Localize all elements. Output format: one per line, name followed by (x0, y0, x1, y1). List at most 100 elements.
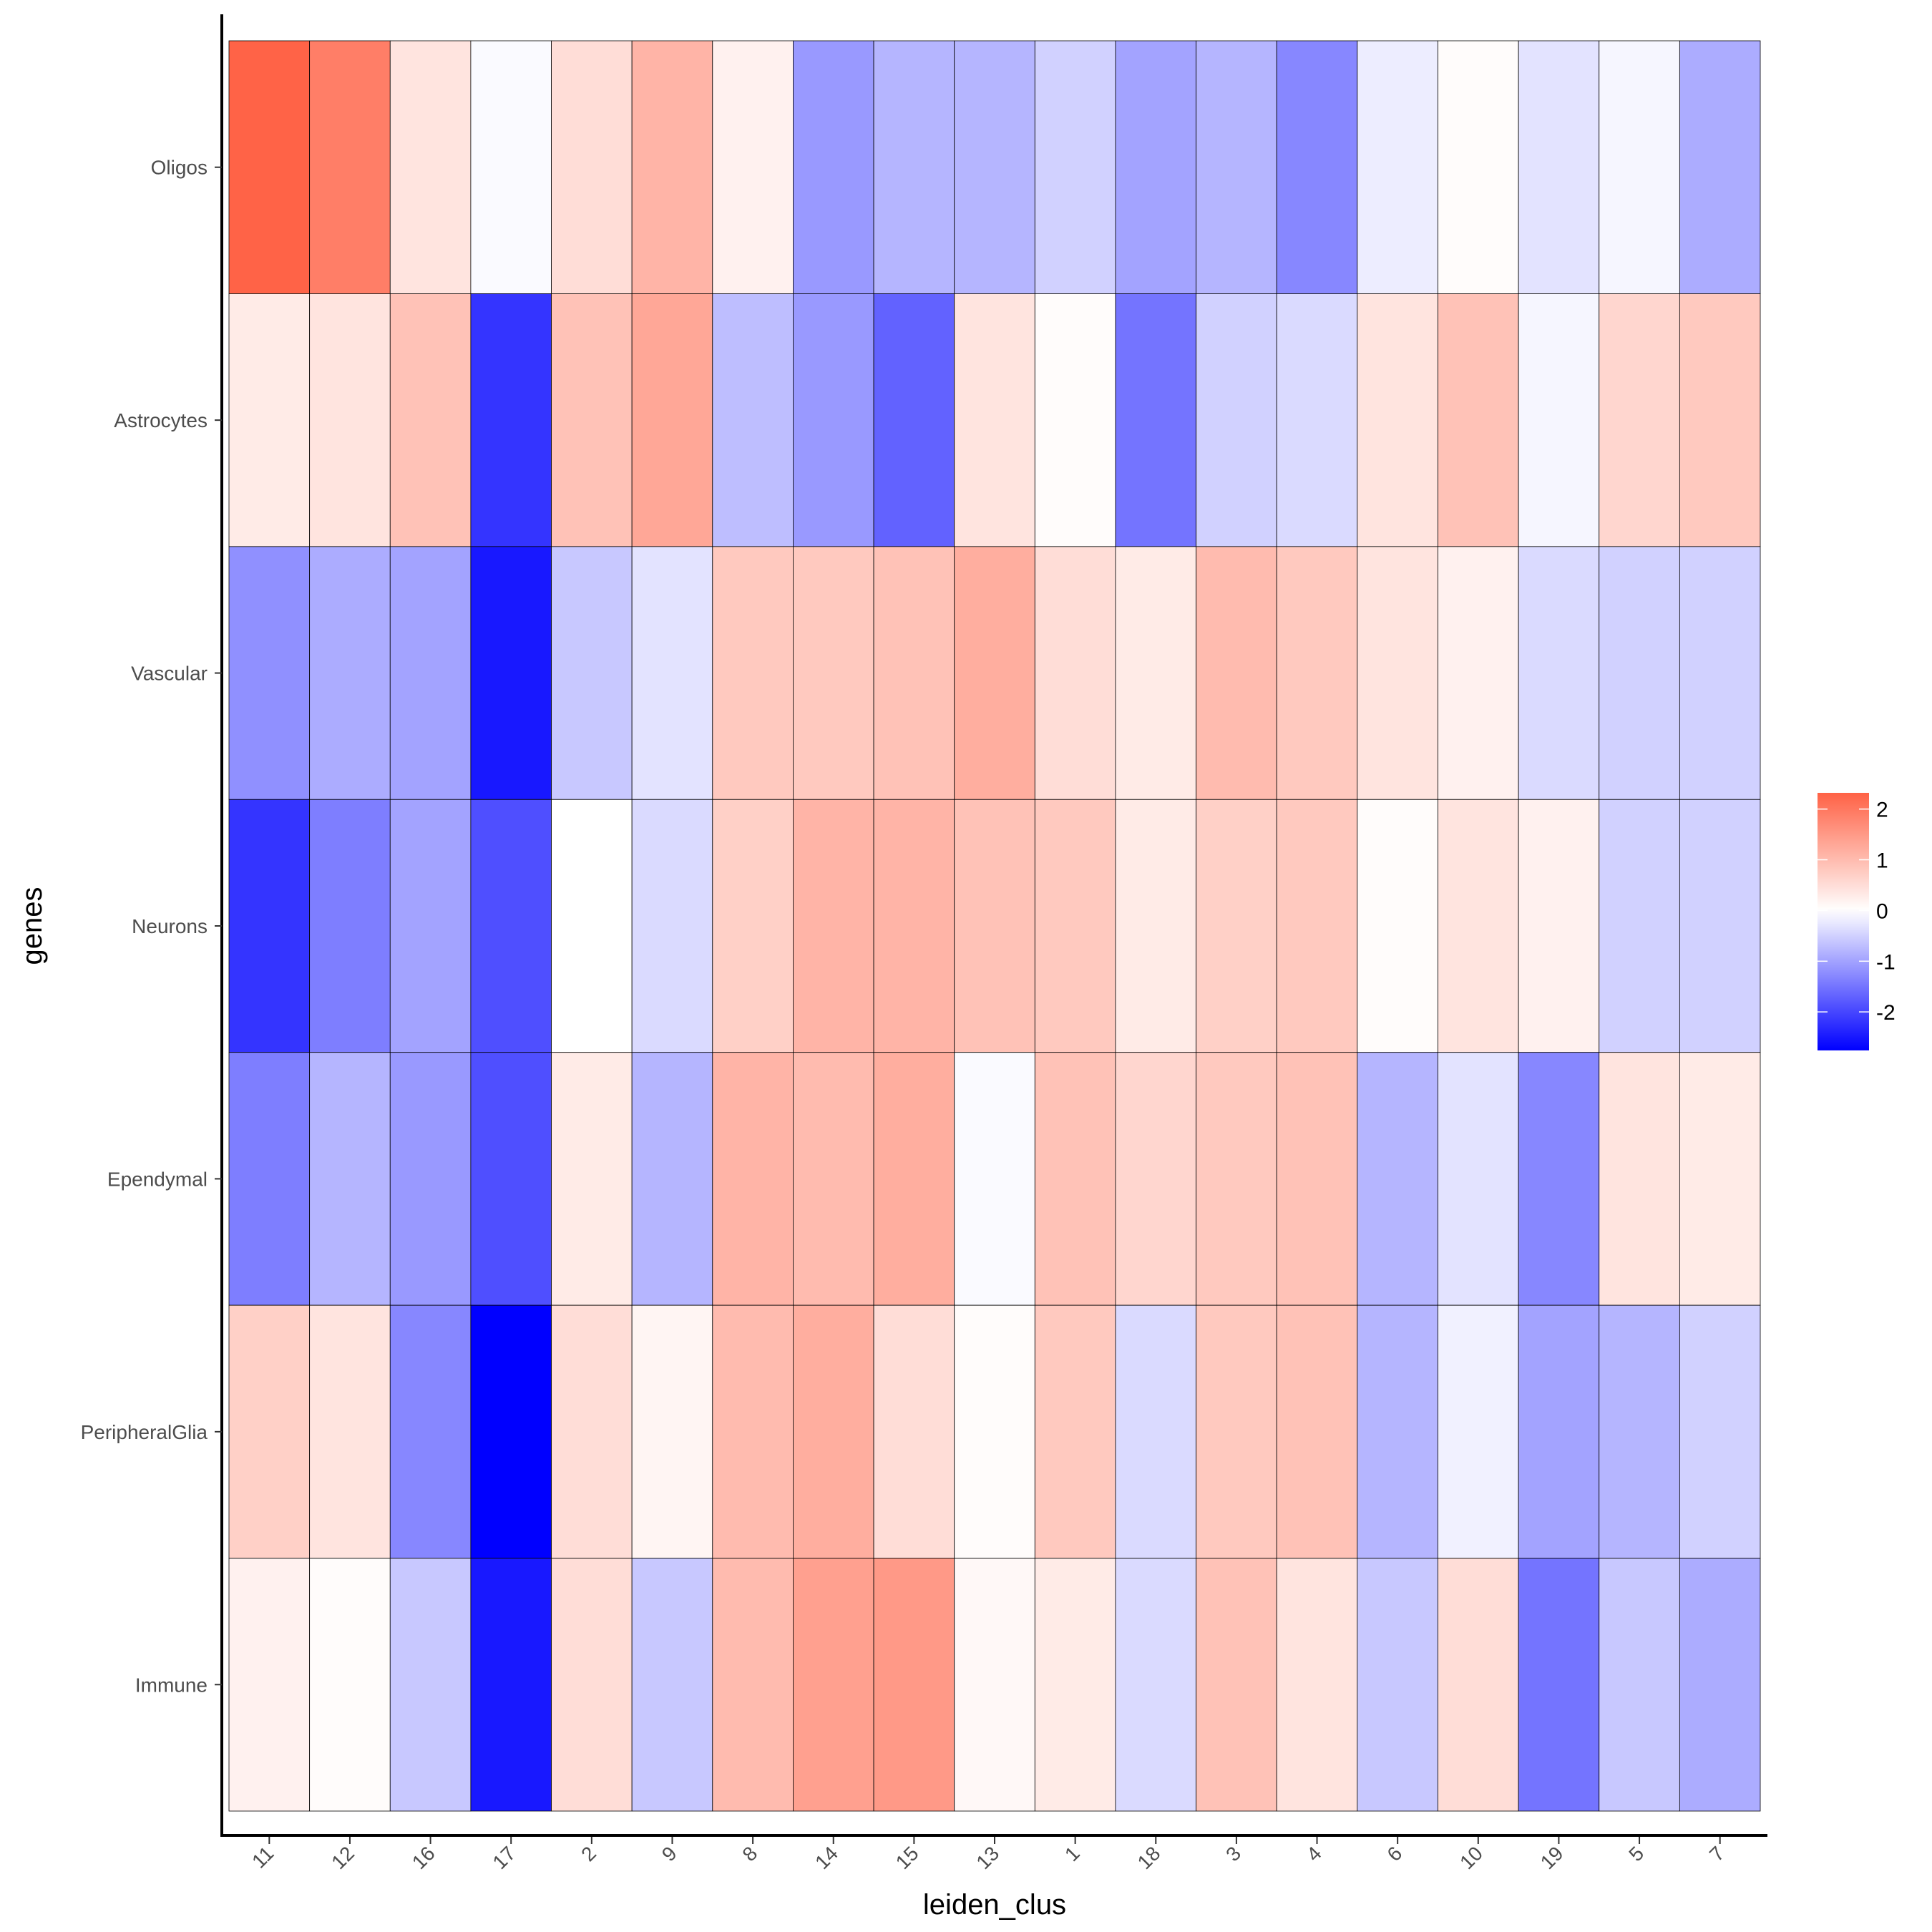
heatmap-cell (712, 546, 794, 800)
heatmap-cell (1357, 1304, 1438, 1558)
heatmap-cell (470, 1558, 552, 1812)
heatmap-cell (1196, 40, 1277, 294)
heatmap-cell (1518, 799, 1600, 1053)
heatmap-cell (793, 1052, 874, 1306)
heatmap-cell (389, 546, 472, 800)
heatmap-cell (1357, 546, 1438, 800)
heatmap-cell (1438, 546, 1519, 800)
y-tick-label: PeripheralGlia (81, 1421, 208, 1443)
heatmap-cell (228, 293, 311, 547)
heatmap-cell (309, 546, 391, 800)
x-tick-label: 17 (489, 1842, 520, 1873)
x-tick-label: 2 (577, 1842, 600, 1865)
x-tick-label: 4 (1302, 1842, 1326, 1865)
heatmap-cell (1518, 40, 1600, 294)
colorbar (1818, 793, 1869, 1050)
heatmap-cell (309, 799, 391, 1053)
y-tick-label: Ependymal (107, 1168, 208, 1190)
x-tick-labels: 11 12 16 17 2 9 8 14 15 13 1 18 3 4 6 10 19 5 7 (248, 1837, 1729, 1873)
heatmap-cell (1357, 1052, 1438, 1306)
heatmap-cell (712, 799, 794, 1053)
colorbar-label: 1 (1876, 849, 1888, 873)
heatmap-cell (1357, 40, 1438, 294)
heatmap-cell (1034, 1304, 1116, 1558)
heatmap-cell (1115, 799, 1196, 1053)
heatmap-cell (551, 1052, 633, 1306)
heatmap-cell (631, 293, 713, 547)
heatmap-cell (712, 1052, 794, 1306)
heatmap-cells (228, 40, 1761, 1812)
x-tick-label: 8 (738, 1842, 761, 1865)
heatmap-cell (1034, 1558, 1116, 1812)
heatmap-cell (873, 1558, 955, 1812)
heatmap-cell (793, 546, 874, 800)
heatmap-cell (551, 1558, 633, 1812)
heatmap-cell (1034, 799, 1116, 1053)
heatmap-cell (551, 1304, 633, 1558)
y-tick-label: Oligos (151, 157, 208, 179)
heatmap-cell (1196, 293, 1277, 547)
heatmap-cell (1438, 293, 1519, 547)
heatmap-cell (1438, 1558, 1519, 1812)
x-tick-label: 13 (972, 1842, 1003, 1873)
heatmap-cell (1276, 40, 1358, 294)
heatmap-cell (873, 546, 955, 800)
heatmap-cell (1679, 1304, 1761, 1558)
heatmap-cell (389, 799, 472, 1053)
heatmap-cell (309, 293, 391, 547)
heatmap-cell (1276, 546, 1358, 800)
x-tick-label: 7 (1705, 1842, 1729, 1865)
heatmap-cell (1679, 799, 1761, 1053)
heatmap-cell (1034, 293, 1116, 547)
heatmap-cell (793, 799, 874, 1053)
heatmap-cell (470, 1304, 552, 1558)
y-tick-label: Astrocytes (114, 409, 208, 431)
heatmap-cell (1276, 1304, 1358, 1558)
colorbar-label: -2 (1876, 1001, 1896, 1025)
heatmap-cell (1599, 799, 1680, 1053)
heatmap-cell (470, 293, 552, 547)
x-tick-label: 14 (811, 1842, 842, 1873)
x-tick-label: 11 (248, 1842, 278, 1872)
heatmap-cell (1438, 1304, 1519, 1558)
heatmap-cell (631, 799, 713, 1053)
heatmap-cell (954, 293, 1035, 547)
heatmap-cell (1276, 1052, 1358, 1306)
heatmap-cell (470, 546, 552, 800)
heatmap-cell (1438, 40, 1519, 294)
heatmap-cell (389, 1558, 472, 1812)
heatmap-cell (1518, 1052, 1600, 1306)
heatmap-cell (1115, 1558, 1196, 1812)
heatmap-cell (309, 1304, 391, 1558)
heatmap-cell (954, 1558, 1035, 1812)
heatmap-cell (1679, 1558, 1761, 1812)
heatmap-cell (228, 1052, 311, 1306)
heatmap-cell (873, 799, 955, 1053)
heatmap-cell (1276, 1558, 1358, 1812)
heatmap-cell (1599, 293, 1680, 547)
heatmap-cell (228, 1558, 311, 1812)
heatmap-cell (793, 1558, 874, 1812)
x-tick-label: 15 (892, 1842, 923, 1873)
colorbar-label: 2 (1876, 799, 1888, 822)
y-axis-title: genes (16, 887, 48, 965)
heatmap-cell (1276, 799, 1358, 1053)
heatmap-cell (1196, 546, 1277, 800)
y-tick-label: Neurons (132, 915, 208, 937)
heatmap-cell (1438, 1052, 1519, 1306)
heatmap-cell (1115, 293, 1196, 547)
heatmap-cell (1357, 799, 1438, 1053)
heatmap-cell (793, 40, 874, 294)
heatmap-cell (1034, 1052, 1116, 1306)
heatmap-cell (954, 546, 1035, 800)
heatmap-cell (228, 799, 311, 1053)
heatmap-cell (873, 1304, 955, 1558)
heatmap-cell (470, 1052, 552, 1306)
heatmap-cell (1679, 546, 1761, 800)
y-tick-labels: Oligos Astrocytes Vascular Neurons Ependymal… (81, 157, 222, 1696)
heatmap-cell (1599, 40, 1680, 294)
heatmap-cell (470, 799, 552, 1053)
heatmap-cell (1679, 1052, 1761, 1306)
x-tick-label: 12 (327, 1842, 358, 1873)
